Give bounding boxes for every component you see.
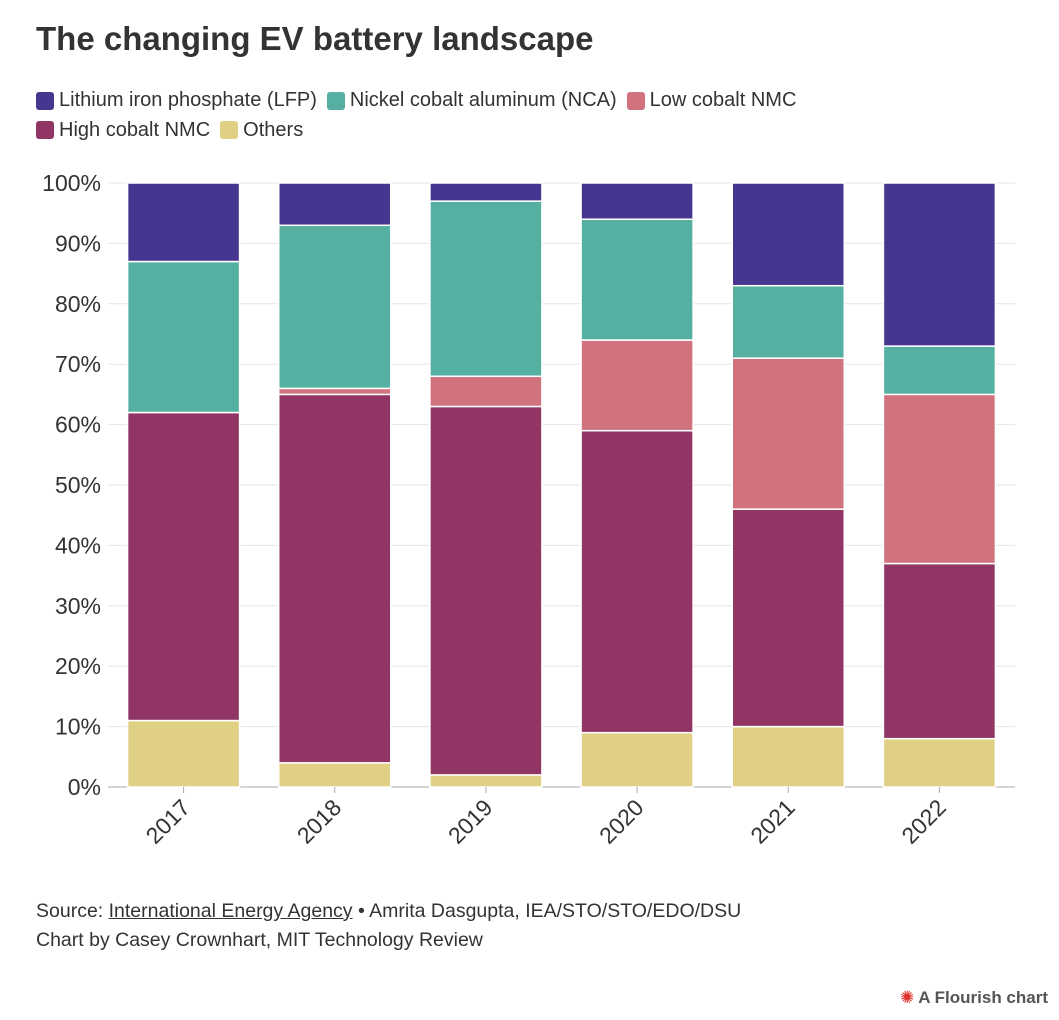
bar-segment-others-2017 xyxy=(126,719,241,788)
flourish-label: A Flourish chart xyxy=(918,988,1048,1007)
legend-item[interactable]: Others xyxy=(220,116,303,145)
bar-segment-low-cobalt-nmc-2022 xyxy=(882,393,997,565)
x-tick-label: 2019 xyxy=(443,794,498,849)
legend-label: High cobalt NMC xyxy=(59,118,211,141)
y-tick-label: 70% xyxy=(55,351,101,377)
x-tick-label: 2021 xyxy=(745,794,800,849)
bar-segment-nickel-cobalt-aluminum-nca-2017 xyxy=(126,260,241,414)
bar-segment-others-2022 xyxy=(882,737,997,788)
bar-segment-high-cobalt-nmc-2019 xyxy=(429,405,543,776)
legend-item[interactable]: Low cobalt NMC xyxy=(626,86,797,115)
legend-item[interactable]: Nickel cobalt aluminum (NCA) xyxy=(326,86,617,115)
y-tick-label: 40% xyxy=(55,532,101,558)
legend-label: Others xyxy=(243,118,304,141)
chart-title: The changing EV battery landscape xyxy=(36,20,594,57)
bar-segment-low-cobalt-nmc-2019 xyxy=(429,375,543,408)
bar-segment-others-2020 xyxy=(580,731,694,788)
bar-segment-lithium-iron-phosphate-lfp-2021 xyxy=(731,182,845,287)
bar-segment-low-cobalt-nmc-2020 xyxy=(580,339,694,432)
chart-credit: Chart by Casey Crownhart, MIT Technology… xyxy=(36,929,483,951)
legend-swatch xyxy=(36,91,54,110)
flourish-star-icon: ✺ xyxy=(899,988,915,1007)
bar-segment-others-2019 xyxy=(429,774,543,788)
bar-segment-high-cobalt-nmc-2022 xyxy=(882,562,997,740)
legend-label: Lithium iron phosphate (LFP) xyxy=(59,89,317,111)
legend-item[interactable]: High cobalt NMC xyxy=(36,116,210,145)
y-tick-label: 30% xyxy=(55,593,101,619)
bar-segment-nickel-cobalt-aluminum-nca-2019 xyxy=(429,200,543,378)
legend-label: Nickel cobalt aluminum (NCA) xyxy=(349,89,617,111)
bar-segment-high-cobalt-nmc-2017 xyxy=(126,411,241,722)
bar-segment-others-2018 xyxy=(278,762,392,788)
legend: Lithium iron phosphate (LFP) Nickel cobal… xyxy=(36,86,936,145)
x-tick-label: 2020 xyxy=(594,794,649,849)
bar-segment-low-cobalt-nmc-2018 xyxy=(278,387,392,396)
bar-segment-nickel-cobalt-aluminum-nca-2018 xyxy=(278,224,392,390)
y-tick-label: 80% xyxy=(55,291,101,317)
legend-swatch xyxy=(326,91,345,110)
legend-swatch xyxy=(626,91,645,110)
y-tick-label: 0% xyxy=(68,774,101,800)
bar-segment-lithium-iron-phosphate-lfp-2019 xyxy=(429,182,543,202)
legend-item[interactable]: Lithium iron phosphate (LFP) xyxy=(36,86,317,115)
flourish-link[interactable]: ✺ A Flourish chart xyxy=(900,988,1048,1008)
bar-segment-nickel-cobalt-aluminum-nca-2020 xyxy=(580,218,694,341)
legend-label: Low cobalt NMC xyxy=(649,89,797,111)
x-tick-label: 2022 xyxy=(896,794,951,849)
bar-segment-high-cobalt-nmc-2021 xyxy=(731,508,845,728)
y-tick-label: 60% xyxy=(55,412,101,438)
y-tick-label: 50% xyxy=(55,472,101,498)
y-tick-label: 100% xyxy=(42,170,101,196)
bar-segment-lithium-iron-phosphate-lfp-2020 xyxy=(580,182,694,220)
legend-swatch xyxy=(220,121,239,139)
source-note: Source: International Energy Agency • Am… xyxy=(36,897,741,955)
bar-segment-nickel-cobalt-aluminum-nca-2022 xyxy=(882,345,997,396)
bar-segment-low-cobalt-nmc-2021 xyxy=(731,357,845,510)
bar-segment-others-2021 xyxy=(731,725,845,788)
source-prefix: Source: xyxy=(36,900,109,922)
bar-segment-high-cobalt-nmc-2018 xyxy=(278,393,392,764)
bar-segment-nickel-cobalt-aluminum-nca-2021 xyxy=(731,284,845,359)
x-tick-label: 2018 xyxy=(292,794,347,849)
bar-segment-lithium-iron-phosphate-lfp-2022 xyxy=(882,182,997,347)
bar-segment-lithium-iron-phosphate-lfp-2017 xyxy=(126,182,241,263)
source-link[interactable]: International Energy Agency xyxy=(108,900,353,922)
y-tick-label: 20% xyxy=(55,653,101,679)
y-tick-label: 90% xyxy=(55,230,101,256)
legend-swatch xyxy=(36,121,54,139)
bar-segment-lithium-iron-phosphate-lfp-2018 xyxy=(278,182,392,227)
source-rest: • Amrita Dasgupta, IEA/STO/STO/EDO/DSU xyxy=(352,900,742,922)
x-tick-label: 2017 xyxy=(141,794,196,849)
y-tick-label: 10% xyxy=(55,714,101,740)
bar-segment-high-cobalt-nmc-2020 xyxy=(580,429,694,734)
